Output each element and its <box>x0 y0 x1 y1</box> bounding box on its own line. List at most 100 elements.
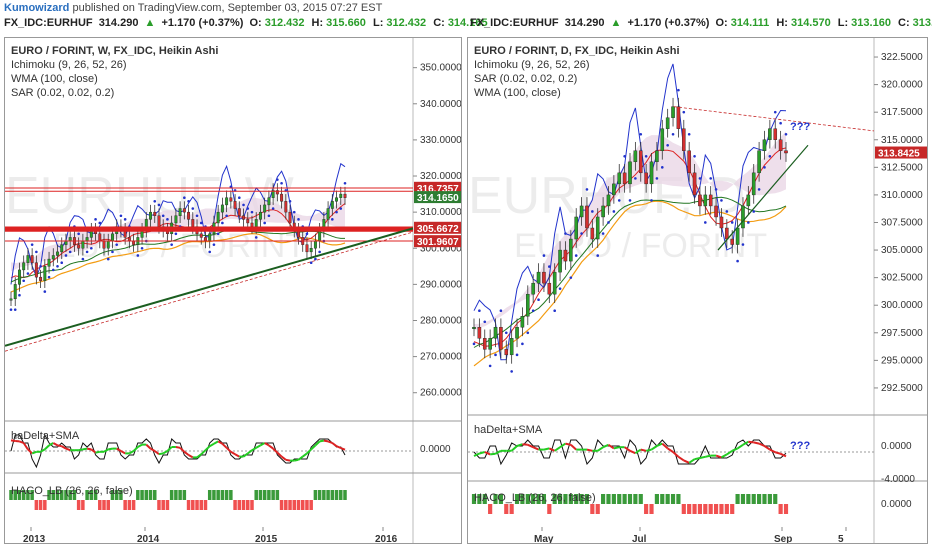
chikou-line <box>473 63 787 361</box>
haco-bar <box>627 494 633 504</box>
haco-bar <box>563 494 568 504</box>
haco-bar <box>584 494 590 504</box>
haco-bar <box>17 490 22 500</box>
sar-dot <box>478 309 481 313</box>
hadelta-sma-segment <box>715 454 722 459</box>
haco-bar <box>601 494 606 504</box>
haco-bar <box>649 504 654 514</box>
haco-bar <box>203 500 208 510</box>
candle-body <box>735 227 740 245</box>
haco-bar <box>343 490 347 500</box>
haco-bar <box>471 494 477 504</box>
haco-bar <box>482 494 487 504</box>
haco-bar <box>292 500 297 510</box>
publish-line: Kumowizard published on TradingView.com,… <box>4 2 382 14</box>
sar-dot <box>773 110 777 114</box>
hadelta-sma-segment <box>532 446 539 451</box>
hadelta-sma-segment <box>175 446 181 449</box>
right-indicator2-label[interactable]: HACO_LB (26, 26, false) <box>474 492 596 504</box>
haco-bar <box>85 490 89 500</box>
candle-body <box>708 194 713 207</box>
haco-bar <box>127 500 132 510</box>
haco-bar <box>773 494 778 504</box>
haco-bar <box>692 504 697 514</box>
haco-bar <box>568 494 573 504</box>
sar-dot <box>51 268 55 272</box>
candle-body <box>601 205 605 218</box>
candle-body <box>191 219 195 227</box>
sar-dot <box>30 243 34 246</box>
sar-dot <box>238 196 241 199</box>
annotation-question: ??? <box>790 121 810 133</box>
right-indicator1-label[interactable]: haDelta+SMA <box>474 424 543 436</box>
hadelta-sma-segment <box>234 453 240 458</box>
left-study-sar[interactable]: SAR (0.02, 0.02, 0.2) <box>11 87 115 99</box>
right-study-wma[interactable]: WMA (100, close) <box>474 87 561 99</box>
author-link[interactable]: Kumowizard <box>4 2 70 14</box>
hadelta-sma-segment <box>221 443 228 449</box>
hadelta-sma-segment <box>90 448 97 454</box>
right-study-ichimoku[interactable]: Ichimoku (9, 26, 52, 26) <box>474 59 590 71</box>
haco-bar <box>21 490 26 500</box>
candle-body <box>703 194 708 207</box>
sar-dot <box>297 218 300 221</box>
trend-line <box>673 106 875 132</box>
haco-bar <box>713 504 719 514</box>
left-chart-panel[interactable]: EURHUF, W EURO / FORINT 350.0000 340.0000 33… <box>4 37 462 544</box>
candle-body <box>208 233 212 242</box>
sar-dot <box>714 188 718 191</box>
haco-bar <box>681 504 686 514</box>
right-study-sar[interactable]: SAR (0.02, 0.02, 0.2) <box>474 73 578 85</box>
haco-bar <box>34 500 39 510</box>
candle-body <box>612 183 616 196</box>
candle-body <box>757 150 761 174</box>
candle-body <box>309 248 313 253</box>
y-tick-label: 310.0000 <box>881 190 923 201</box>
haco-bar <box>140 490 144 500</box>
sar-dot <box>174 232 178 236</box>
candle-body <box>330 201 334 209</box>
left-indicator1-label[interactable]: haDelta+SMA <box>11 430 80 442</box>
haco-bar <box>161 500 165 510</box>
candle-body <box>174 215 178 224</box>
hadelta-sma-segment <box>737 443 744 450</box>
candle-body <box>237 208 241 216</box>
haco-bar <box>330 490 335 500</box>
sar-dot <box>488 364 492 368</box>
y-tick-label: 350.0000 <box>420 63 462 74</box>
left-symbol[interactable]: FX_IDC:EURHUF <box>4 17 93 29</box>
right-chart-panel[interactable]: EURHUF, D EURO / FORINT 322.5000 320.0000 31… <box>467 37 928 544</box>
candle-body <box>305 244 309 253</box>
y-tick-label: 317.5000 <box>881 107 923 118</box>
haco-bar <box>730 504 735 514</box>
candle-body <box>719 216 724 229</box>
haco-bar <box>237 500 242 510</box>
hadelta-sma-segment <box>484 451 491 456</box>
right-symbol[interactable]: FX_IDC:EURHUF <box>470 17 559 29</box>
haco-bar <box>110 490 115 500</box>
left-symbol-line: FX_IDC:EURHUF 314.290 ▲ +1.170 (+0.37%) … <box>4 17 488 29</box>
hadelta-sma-segment <box>57 444 62 448</box>
hadelta-sma-segment <box>272 447 279 454</box>
candle-body <box>590 227 595 240</box>
hadelta-sma-segment <box>302 452 308 458</box>
hadelta-sma-segment <box>306 448 312 455</box>
haco-bar <box>98 500 102 510</box>
candle-body <box>102 240 106 249</box>
haco-bar <box>64 490 68 500</box>
left-study-ichimoku[interactable]: Ichimoku (9, 26, 52, 26) <box>11 59 127 71</box>
left-study-wma[interactable]: WMA (100, close) <box>11 73 98 85</box>
sar-dot <box>183 196 186 199</box>
sar-dot <box>136 254 140 257</box>
sar-dot <box>331 218 334 221</box>
candle-body <box>784 150 788 154</box>
candle-body <box>56 251 59 256</box>
candle-body <box>768 128 772 140</box>
left-indicator2-label[interactable]: HACO_LB (26, 26, false) <box>11 485 133 497</box>
sar-dot <box>56 265 59 268</box>
senkou-b-line <box>473 196 787 348</box>
sar-dot <box>309 261 313 264</box>
hadelta-sma-segment <box>10 439 16 442</box>
